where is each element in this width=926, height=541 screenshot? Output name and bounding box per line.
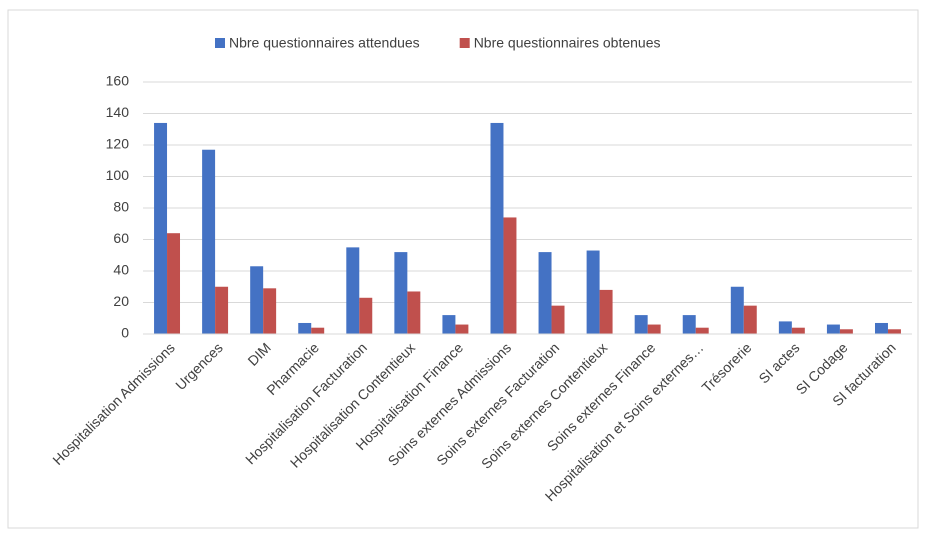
- y-tick-label: 100: [106, 167, 130, 183]
- bar: [551, 305, 565, 334]
- bar: [407, 291, 421, 334]
- bar: [839, 329, 853, 334]
- bar: [599, 289, 613, 334]
- bar: [874, 322, 888, 334]
- bar: [743, 305, 757, 334]
- bar: [442, 315, 456, 334]
- legend-swatch: [215, 38, 225, 48]
- bar: [826, 324, 840, 334]
- bar: [682, 315, 696, 334]
- chart-border: [7, 9, 919, 529]
- bar: [202, 149, 216, 334]
- bar: [298, 322, 312, 334]
- bar: [250, 266, 264, 334]
- bar: [586, 250, 600, 334]
- legend-label: Nbre questionnaires attendues: [229, 35, 420, 51]
- bar: [311, 327, 325, 334]
- y-tick-label: 40: [113, 262, 129, 278]
- bar: [346, 247, 360, 334]
- y-tick-label: 0: [121, 325, 129, 341]
- y-tick-label: 20: [113, 293, 129, 309]
- bar: [215, 286, 229, 334]
- bar: [455, 324, 469, 334]
- bar: [887, 329, 901, 334]
- bar: [359, 297, 373, 334]
- bar: [154, 122, 168, 334]
- bar: [791, 327, 805, 334]
- y-tick-label: 60: [113, 230, 129, 246]
- bar: [695, 327, 709, 334]
- y-tick-label: 80: [113, 199, 129, 215]
- y-tick-label: 140: [106, 104, 130, 120]
- bar: [634, 315, 648, 334]
- bar: [490, 122, 504, 334]
- bar: [730, 286, 744, 334]
- legend-swatch: [459, 38, 470, 48]
- bar: [394, 252, 408, 334]
- bar: [778, 321, 792, 334]
- bar: [263, 288, 277, 334]
- y-tick-label: 120: [106, 136, 130, 152]
- bar: [503, 217, 517, 334]
- bar: [538, 252, 552, 334]
- y-tick-label: 160: [106, 73, 130, 89]
- legend-label: Nbre questionnaires obtenues: [474, 35, 661, 51]
- bar: [647, 324, 661, 334]
- bar: [167, 233, 181, 334]
